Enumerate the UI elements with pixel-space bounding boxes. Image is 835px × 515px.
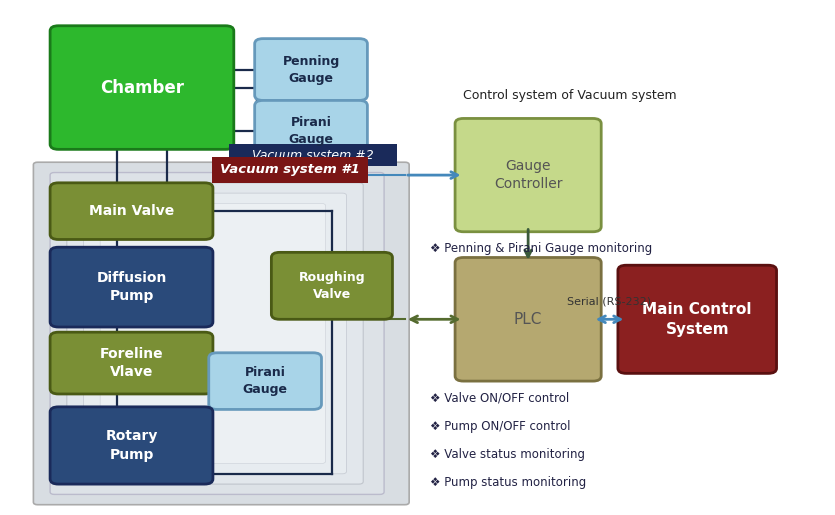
FancyBboxPatch shape xyxy=(100,203,326,464)
FancyBboxPatch shape xyxy=(255,39,367,100)
Text: Roughing
Valve: Roughing Valve xyxy=(299,271,365,301)
FancyBboxPatch shape xyxy=(33,162,409,505)
FancyBboxPatch shape xyxy=(50,247,213,327)
Text: Vacuum system #1: Vacuum system #1 xyxy=(220,163,360,177)
Text: Main Control
System: Main Control System xyxy=(642,302,752,337)
Text: Penning
Gauge: Penning Gauge xyxy=(282,55,340,84)
Text: ❖ Valve ON/OFF control: ❖ Valve ON/OFF control xyxy=(430,391,569,404)
Text: Gauge
Controller: Gauge Controller xyxy=(493,159,563,191)
Text: Pirani
Gauge: Pirani Gauge xyxy=(243,366,287,396)
Text: PLC: PLC xyxy=(514,312,542,327)
FancyBboxPatch shape xyxy=(50,26,234,149)
FancyBboxPatch shape xyxy=(209,353,321,409)
Text: Foreline
Vlave: Foreline Vlave xyxy=(99,347,164,379)
FancyBboxPatch shape xyxy=(229,144,397,166)
Text: Vacuum system #2: Vacuum system #2 xyxy=(252,148,374,162)
FancyBboxPatch shape xyxy=(255,100,367,162)
Text: Control system of Vacuum system: Control system of Vacuum system xyxy=(463,89,677,102)
Text: Chamber: Chamber xyxy=(100,79,184,96)
FancyBboxPatch shape xyxy=(50,173,384,494)
Text: ❖ Penning & Pirani Gauge monitoring: ❖ Penning & Pirani Gauge monitoring xyxy=(430,242,652,255)
Text: Rotary
Pump: Rotary Pump xyxy=(105,430,158,461)
FancyBboxPatch shape xyxy=(50,332,213,394)
Text: ❖ Pump status monitoring: ❖ Pump status monitoring xyxy=(430,476,586,489)
FancyBboxPatch shape xyxy=(618,265,777,373)
Text: Diffusion
Pump: Diffusion Pump xyxy=(96,271,167,303)
FancyBboxPatch shape xyxy=(50,183,213,239)
Text: ❖ Pump ON/OFF control: ❖ Pump ON/OFF control xyxy=(430,420,570,433)
Text: Serial (RS-232): Serial (RS-232) xyxy=(568,297,651,306)
Text: ❖ Valve status monitoring: ❖ Valve status monitoring xyxy=(430,448,585,461)
FancyBboxPatch shape xyxy=(455,118,601,232)
FancyBboxPatch shape xyxy=(455,258,601,381)
Text: Pirani
Gauge: Pirani Gauge xyxy=(289,116,333,146)
FancyBboxPatch shape xyxy=(67,183,363,484)
FancyBboxPatch shape xyxy=(271,252,392,319)
FancyBboxPatch shape xyxy=(212,157,368,183)
FancyBboxPatch shape xyxy=(50,407,213,484)
Text: Main Valve: Main Valve xyxy=(89,204,175,218)
FancyBboxPatch shape xyxy=(84,193,347,474)
